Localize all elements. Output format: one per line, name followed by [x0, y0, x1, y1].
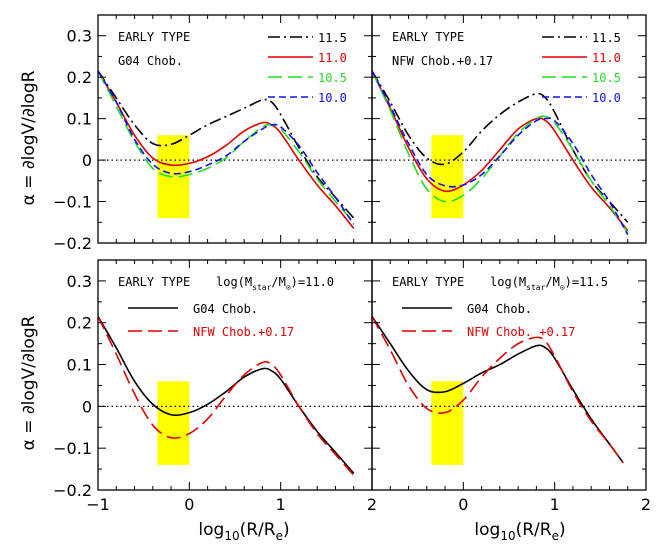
series-line-10-0 [372, 70, 629, 236]
series-line-10-5 [372, 70, 629, 234]
legend-label: 10.5 [318, 71, 347, 85]
highlight-band [431, 381, 464, 465]
panel-type-label: EARLY TYPE [392, 30, 464, 44]
plot-frame [371, 259, 647, 491]
legend-label: G04 Chob. [467, 302, 532, 316]
plot-frame [371, 14, 647, 244]
x-tick-label: 0 [184, 495, 194, 514]
series-line-nfw-chob-0-17 [372, 316, 624, 464]
y-tick-label: 0.3 [67, 272, 92, 291]
mass-label-part: )=11.0 [291, 275, 334, 289]
legend-label: 11.5 [592, 31, 621, 45]
legend-label: NFW Chob.+0.17 [193, 325, 294, 339]
highlight-band [431, 135, 464, 219]
y-axis-label-bottom: α = ∂logV/∂logR [19, 315, 39, 450]
y-tick-label: 0.2 [67, 68, 92, 87]
x-label-close: ) [283, 520, 290, 540]
series-line-g04-chob- [372, 316, 624, 464]
panel-top-right: EARLY TYPE NFW Chob.+0.17 11.5 11.0 10.5 10.0 [371, 14, 647, 244]
y-tick-label: −0.2 [53, 481, 92, 500]
series-line-11-0 [98, 70, 355, 229]
legend-label: 11.0 [318, 51, 347, 65]
legend-label: 11.5 [318, 31, 347, 45]
x-label-log: log [474, 520, 500, 540]
mass-label-part: /M [545, 275, 559, 289]
y-axis-label-top: α = ∂logV/∂logR [19, 70, 39, 205]
y-tick-label: 0.1 [67, 110, 92, 129]
y-tick-label: 0.2 [67, 314, 92, 333]
mass-label: log(Mstar/M⊙)=11.0 [216, 275, 334, 292]
series-line-11-5 [372, 70, 629, 223]
x-label-sub2: e [276, 529, 283, 543]
legend-label: 10.0 [318, 91, 347, 105]
x-label-rest: (R/R [240, 520, 276, 540]
highlight-band [157, 381, 190, 465]
series-line-11-0 [372, 70, 629, 232]
mass-label-part: ⊙ [560, 283, 565, 292]
highlight-band [157, 135, 190, 219]
mass-label-part: )=11.5 [565, 275, 608, 289]
x-label-log: log [198, 520, 224, 540]
panel-bottom-left: 0.3 0.2 0.1 0 −0.1 −0.2−1 0 1 2 EARLY TYPE log(Mst… [53, 259, 377, 514]
panel-top-left: 0.3 0.2 0.1 0 −0.1 −0.2 EARLY TYPE G04 Chob. 11.… [53, 14, 373, 253]
x-tick-label: 1 [550, 495, 560, 514]
legend-label: 11.0 [592, 51, 621, 65]
panel-bottom-right: 0 1 2 EARLY TYPE log(Mstar/M⊙)=11.5 G04 Chob.… [371, 259, 651, 514]
series-line-g04-chob- [98, 316, 355, 474]
y-tick-label: −0.1 [53, 193, 92, 212]
series-line-nfw-chob-0-17 [98, 316, 355, 476]
series-line-10-5 [98, 70, 355, 223]
x-tick-label: 2 [641, 495, 651, 514]
panel-type-label: EARLY TYPE [118, 275, 190, 289]
x-tick-label: 2 [367, 495, 377, 514]
x-label-sub: 10 [500, 529, 515, 543]
y-tick-label: 0 [82, 397, 92, 416]
mass-label-part: ⊙ [286, 283, 291, 292]
legend-label: 10.5 [592, 71, 621, 85]
y-tick-label: 0.1 [67, 356, 92, 375]
mass-label-part: star [252, 283, 271, 292]
x-label-sub: 10 [224, 529, 239, 543]
mass-label: log(Mstar/M⊙)=11.5 [490, 275, 608, 292]
plot-frame [97, 14, 373, 244]
x-label-rest: (R/R [516, 520, 552, 540]
y-tick-label: 0 [82, 151, 92, 170]
x-axis-label-left: log10(R/Re) [198, 520, 289, 543]
panel-type-label: EARLY TYPE [392, 275, 464, 289]
panel-model-label: G04 Chob. [118, 54, 183, 68]
mass-label-part: star [526, 283, 545, 292]
plot-frame [97, 259, 373, 491]
mass-label-part: /M [271, 275, 285, 289]
mass-label-part: log(M [216, 275, 252, 289]
series-line-10-0 [98, 70, 355, 225]
x-tick-label: 1 [276, 495, 286, 514]
series-line-11-5 [98, 70, 355, 219]
legend-label: NFW Chob. +0.17 [467, 325, 575, 339]
mass-label-part: log(M [490, 275, 526, 289]
panel-type-label: EARLY TYPE [118, 30, 190, 44]
panel-model-label: NFW Chob.+0.17 [392, 54, 493, 68]
y-tick-label: 0.3 [67, 27, 92, 46]
x-tick-label: 0 [458, 495, 468, 514]
y-tick-label: −0.2 [53, 234, 92, 253]
legend-label: G04 Chob. [193, 302, 258, 316]
x-label-sub2: e [552, 529, 559, 543]
x-axis-label-right: log10(R/Re) [474, 520, 565, 543]
y-tick-label: −0.1 [53, 439, 92, 458]
x-label-close: ) [559, 520, 566, 540]
x-tick-label: −1 [86, 495, 110, 514]
legend-label: 10.0 [592, 91, 621, 105]
